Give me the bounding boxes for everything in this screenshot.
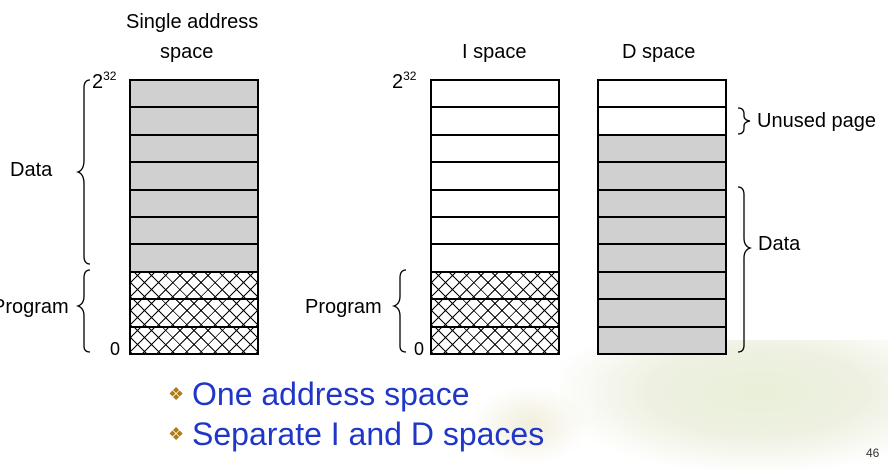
page-cell-gray xyxy=(131,81,257,109)
page-cell-white xyxy=(432,245,558,273)
page-cell-hatch xyxy=(432,272,558,301)
d-space-data-label: Data xyxy=(758,233,801,255)
page-cell-hatch xyxy=(131,272,257,301)
single-address-space-column xyxy=(129,79,259,355)
page-cell-white xyxy=(432,81,558,109)
d-space-title: D space xyxy=(622,41,696,63)
d-space-unused-label: Unused page xyxy=(757,110,876,132)
i-space-bottom-address-label: 0 xyxy=(414,339,425,359)
page-cell-gray xyxy=(599,217,725,246)
single-program-label: Program xyxy=(0,296,69,318)
page-cell-gray xyxy=(599,327,725,353)
page-cell-gray xyxy=(131,108,257,136)
page-cell-gray xyxy=(599,300,725,328)
single-bottom-address-label: 0 xyxy=(110,339,121,359)
page-cell-white xyxy=(432,217,558,246)
page-cell-gray xyxy=(599,163,725,191)
page-cell-hatch xyxy=(432,300,558,328)
i-space-column xyxy=(430,79,560,355)
page-cell-white xyxy=(432,190,558,218)
i-space-program-brace xyxy=(391,269,407,353)
i-space-top-address-label: 232 xyxy=(392,69,417,93)
background-decoration xyxy=(470,385,590,465)
braces xyxy=(75,79,753,353)
i-space-program-label: Program xyxy=(305,296,382,318)
page-number: 46 xyxy=(866,446,880,460)
page-cell-gray xyxy=(599,135,725,164)
single-space-title-line1: Single address xyxy=(126,11,259,33)
page-cell-gray xyxy=(599,245,725,273)
page-cell-gray xyxy=(131,217,257,246)
page-cell-white xyxy=(599,81,725,109)
page-cell-white xyxy=(432,108,558,136)
diamond-bullet-icon: ❖ xyxy=(168,383,185,404)
single-space-title-line2: space xyxy=(160,41,214,63)
bullet-text: Separate I and D spaces xyxy=(192,416,545,452)
page-cell-gray xyxy=(599,272,725,301)
bullet-text: One address space xyxy=(192,376,470,412)
bullet-item: ❖ Separate I and D spaces xyxy=(168,414,544,454)
page-cell-gray xyxy=(599,190,725,218)
bullet-item: ❖ One address space xyxy=(168,374,544,414)
single-top-address-label: 232 xyxy=(92,69,117,93)
page-cell-white xyxy=(432,163,558,191)
background-decoration xyxy=(560,340,888,470)
single-data-brace xyxy=(75,79,91,265)
diamond-bullet-icon: ❖ xyxy=(168,423,185,444)
page-cell-hatch xyxy=(131,300,257,328)
page-cell-white xyxy=(599,108,725,136)
page-cell-white xyxy=(432,135,558,164)
page-cell-gray xyxy=(131,135,257,164)
bullet-list: ❖ One address space ❖ Separate I and D s… xyxy=(168,374,544,454)
page-cell-hatch xyxy=(432,327,558,353)
page-cell-gray xyxy=(131,245,257,273)
single-data-label: Data xyxy=(10,159,53,181)
d-space-column xyxy=(597,79,727,355)
d-space-data-brace xyxy=(737,186,753,353)
single-program-brace xyxy=(75,269,91,353)
d-space-unused-brace xyxy=(737,107,751,135)
page-cell-hatch xyxy=(131,327,257,353)
page-cell-gray xyxy=(131,163,257,191)
page-cell-gray xyxy=(131,190,257,218)
i-space-title: I space xyxy=(462,41,527,63)
